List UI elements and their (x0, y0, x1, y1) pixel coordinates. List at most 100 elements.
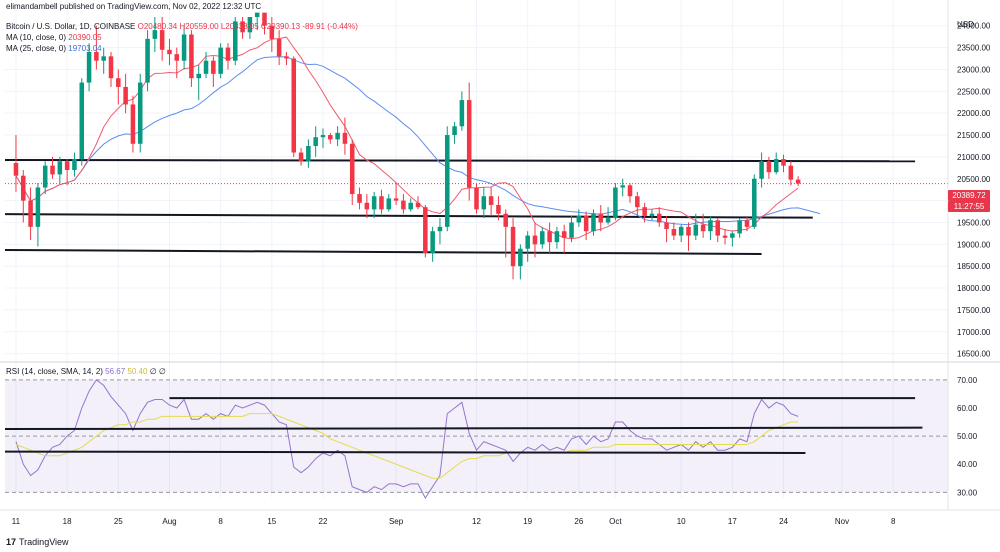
ma10-legend[interactable]: MA (10, close, 0) 20390.05 (6, 33, 102, 43)
candle-body (444, 135, 450, 227)
ma25-label: MA (25, close, 0) (6, 44, 67, 53)
candle-body (503, 213, 509, 227)
candle-body (211, 60, 216, 74)
time-tick-label: 18 (63, 517, 72, 526)
time-tick-label: Oct (609, 517, 622, 526)
last-price-tag: 20389.72 (948, 190, 990, 201)
candle-body (547, 231, 552, 243)
rsi-trendlines (4, 397, 923, 454)
ohlc-high: H20559.00 (179, 22, 219, 31)
candle-body (540, 231, 545, 245)
time-tick-label: 10 (677, 517, 686, 526)
candle-body (28, 200, 33, 227)
countdown-tag: 11:27:55 (948, 201, 990, 212)
candle-body (313, 137, 318, 146)
candle-body (137, 82, 143, 144)
candle-body (108, 56, 114, 79)
candle-body (247, 17, 253, 33)
price-tick-label: 23500.00 (957, 44, 991, 53)
candle-body (386, 198, 392, 210)
candle-body (686, 226, 691, 236)
candle-body (773, 159, 779, 173)
candle-body (320, 135, 326, 138)
ma10-value: 20390.05 (68, 33, 102, 42)
candle-body (700, 224, 706, 232)
time-tick-label: Aug (162, 517, 176, 526)
candle-body (642, 207, 647, 216)
price-trendline (4, 158, 916, 163)
ohlc-close: C20390.13 (260, 22, 301, 31)
candle-body (759, 161, 764, 179)
candle-body (518, 248, 523, 267)
time-tick-label: 8 (891, 517, 896, 526)
candle-body (656, 213, 662, 223)
rsi-legend[interactable]: RSI (14, close, SMA, 14, 2) 56.67 50.40 … (6, 367, 166, 377)
candle-body (116, 78, 121, 87)
candle-body (357, 194, 362, 203)
candle-body (423, 207, 428, 254)
rsi-tick-label: 60.00 (957, 404, 978, 413)
rsi-line (15, 379, 799, 499)
rsi-tick-label: 70.00 (957, 376, 978, 385)
candle-body (576, 215, 582, 223)
rsi-band (5, 379, 948, 493)
candle-body (613, 187, 618, 219)
price-tick-label: 22000.00 (957, 109, 991, 118)
candle-body (452, 126, 457, 136)
candle-body (737, 220, 742, 234)
candle-body (532, 235, 538, 245)
ohlc-open: O20480.34 (137, 22, 178, 31)
candles (5, 12, 948, 280)
grid (0, 0, 1000, 498)
candle-body (35, 187, 41, 227)
rsi-sma-value: 50.40 (127, 367, 148, 376)
rsi-trendline (4, 426, 923, 431)
candle-body (459, 100, 465, 127)
candle-body (240, 21, 245, 33)
price-tick-label: 22500.00 (957, 87, 991, 96)
candle-body (678, 226, 684, 236)
price-tick-label: 21500.00 (957, 131, 991, 140)
candle-body (795, 179, 801, 184)
ma10-label: MA (10, close, 0) (6, 33, 67, 42)
candle-body (561, 231, 567, 238)
candle-body (203, 60, 209, 74)
candle-body (671, 229, 677, 236)
candle-body (196, 73, 201, 79)
candle-body (349, 143, 355, 195)
candle-body (13, 163, 19, 176)
time-tick-label: 11 (12, 517, 21, 526)
rsi-tick-label: 50.00 (957, 432, 978, 441)
candle-body (130, 104, 136, 144)
time-tick-label: 15 (267, 517, 276, 526)
candle-body (510, 226, 516, 267)
candle-body (430, 231, 435, 254)
candle-body (167, 49, 172, 55)
candle-body (364, 202, 370, 210)
candle-body (730, 233, 735, 238)
time-tick-label: 8 (218, 517, 223, 526)
candle-body (605, 218, 611, 223)
tradingview-logo[interactable]: 17 TradingView (6, 537, 69, 547)
candle-body (94, 51, 99, 61)
candle-body (371, 196, 377, 210)
candle-body (788, 165, 794, 180)
candle-body (496, 204, 501, 214)
candle-body (21, 175, 26, 201)
price-trendlines (4, 158, 916, 255)
candle-body (181, 34, 187, 61)
candle-body (649, 213, 655, 216)
candle-body (123, 86, 128, 105)
candle-body (401, 200, 406, 210)
candle-body (525, 235, 530, 249)
price-tick-label: 16500.00 (957, 350, 991, 359)
rsi-sma-line (15, 413, 799, 479)
candle-body (306, 145, 311, 162)
ma25-legend[interactable]: MA (25, close, 0) 19703.04 (6, 44, 102, 54)
candle-body (152, 30, 158, 39)
time-tick-label: 17 (728, 517, 737, 526)
candle-body (233, 21, 238, 61)
symbol-legend[interactable]: Bitcoin / U.S. Dollar, 1D, COINBASE O204… (6, 22, 358, 32)
ohlc-low: L20338.05 (220, 22, 259, 31)
